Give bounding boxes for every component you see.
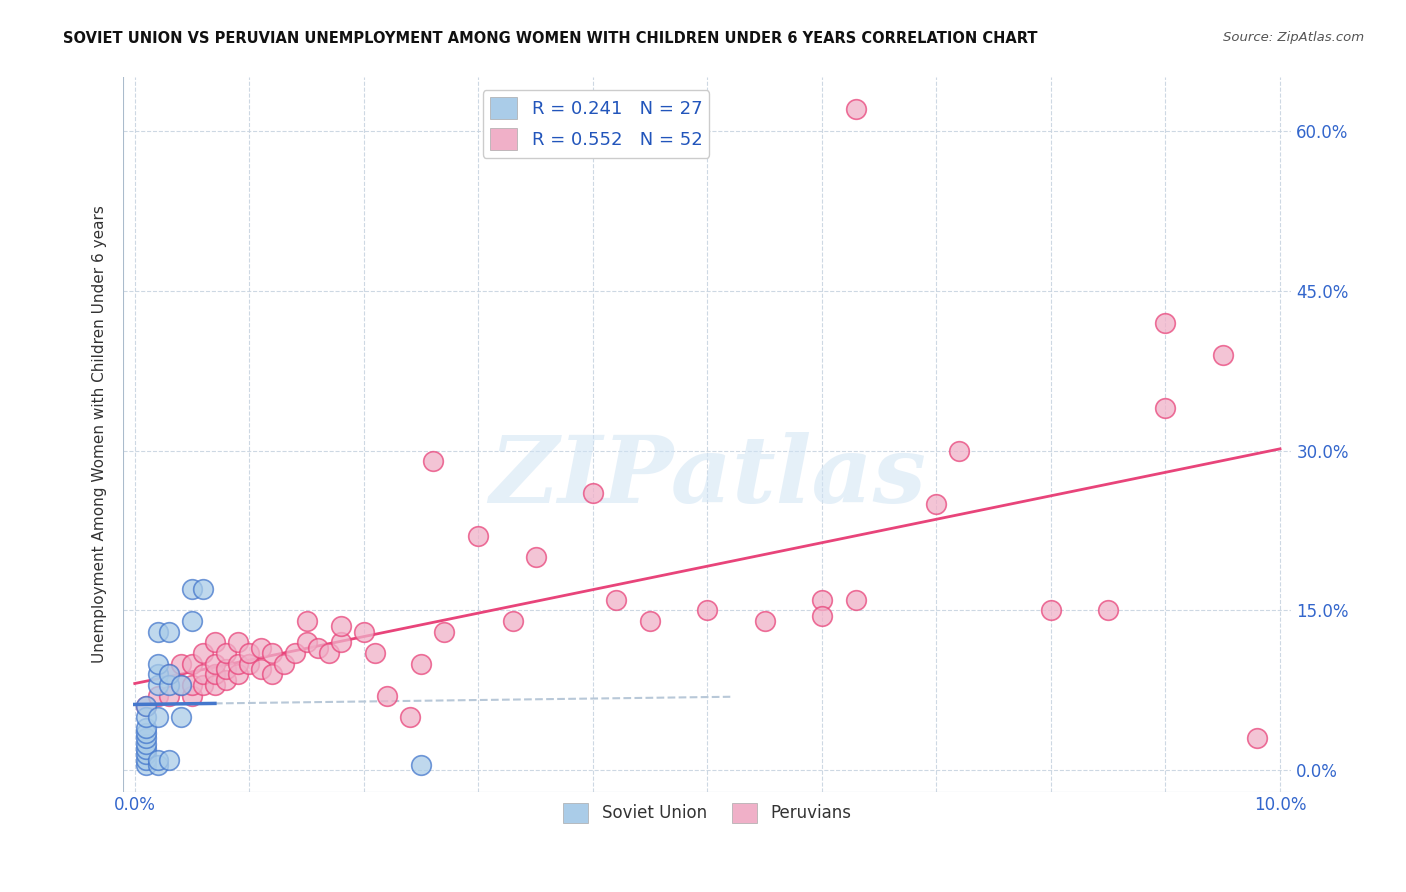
Point — [948, 443, 970, 458]
Legend: Soviet Union, Peruvians: Soviet Union, Peruvians — [557, 796, 858, 830]
Point — [638, 614, 661, 628]
Point — [605, 592, 627, 607]
Point — [845, 103, 868, 117]
Point — [502, 614, 524, 628]
Point — [135, 699, 157, 714]
Point — [1246, 731, 1268, 746]
Point — [1154, 316, 1177, 330]
Point — [135, 747, 157, 762]
Point — [157, 667, 180, 681]
Point — [146, 657, 169, 671]
Point — [398, 710, 420, 724]
Point — [249, 640, 271, 655]
Point — [1097, 603, 1119, 617]
Point — [811, 592, 834, 607]
Point — [249, 662, 271, 676]
Point — [146, 753, 169, 767]
Point — [226, 657, 249, 671]
Point — [409, 758, 432, 772]
Point — [181, 582, 204, 596]
Text: SOVIET UNION VS PERUVIAN UNEMPLOYMENT AMONG WOMEN WITH CHILDREN UNDER 6 YEARS CO: SOVIET UNION VS PERUVIAN UNEMPLOYMENT AM… — [63, 31, 1038, 46]
Text: ZIPatlas: ZIPatlas — [489, 433, 927, 523]
Point — [169, 678, 191, 692]
Point — [146, 667, 169, 681]
Point — [181, 657, 204, 671]
Point — [204, 667, 226, 681]
Point — [925, 497, 948, 511]
Point — [135, 731, 157, 746]
Point — [193, 582, 215, 596]
Point — [193, 667, 215, 681]
Point — [1039, 603, 1062, 617]
Point — [146, 689, 169, 703]
Point — [364, 646, 387, 660]
Point — [238, 657, 260, 671]
Point — [273, 657, 295, 671]
Point — [157, 678, 180, 692]
Point — [146, 678, 169, 692]
Point — [811, 608, 834, 623]
Point — [215, 662, 238, 676]
Point — [181, 678, 204, 692]
Text: Source: ZipAtlas.com: Source: ZipAtlas.com — [1223, 31, 1364, 45]
Point — [193, 678, 215, 692]
Point — [157, 753, 180, 767]
Point — [696, 603, 718, 617]
Point — [157, 689, 180, 703]
Point — [1154, 401, 1177, 415]
Point — [524, 550, 547, 565]
Point — [135, 726, 157, 740]
Point — [226, 635, 249, 649]
Point — [375, 689, 398, 703]
Point — [204, 678, 226, 692]
Point — [215, 673, 238, 687]
Point — [204, 635, 226, 649]
Point — [238, 646, 260, 660]
Point — [135, 699, 157, 714]
Point — [157, 667, 180, 681]
Point — [135, 710, 157, 724]
Point — [135, 753, 157, 767]
Point — [295, 614, 318, 628]
Point — [181, 689, 204, 703]
Point — [284, 646, 307, 660]
Point — [845, 592, 868, 607]
Point — [353, 624, 375, 639]
Point — [204, 657, 226, 671]
Point — [169, 678, 191, 692]
Point — [409, 657, 432, 671]
Point — [307, 640, 329, 655]
Point — [135, 758, 157, 772]
Point — [262, 667, 284, 681]
Point — [422, 454, 444, 468]
Point — [329, 619, 352, 633]
Point — [146, 710, 169, 724]
Point — [181, 614, 204, 628]
Point — [135, 721, 157, 735]
Point — [433, 624, 456, 639]
Point — [582, 486, 605, 500]
Point — [169, 710, 191, 724]
Point — [467, 529, 489, 543]
Point — [295, 635, 318, 649]
Point — [135, 737, 157, 751]
Point — [318, 646, 340, 660]
Point — [262, 646, 284, 660]
Point — [1212, 348, 1234, 362]
Point — [146, 758, 169, 772]
Point — [146, 624, 169, 639]
Point — [169, 657, 191, 671]
Point — [135, 742, 157, 756]
Point — [329, 635, 352, 649]
Point — [215, 646, 238, 660]
Point — [193, 646, 215, 660]
Point — [157, 624, 180, 639]
Point — [754, 614, 776, 628]
Point — [226, 667, 249, 681]
Y-axis label: Unemployment Among Women with Children Under 6 years: Unemployment Among Women with Children U… — [93, 205, 107, 664]
